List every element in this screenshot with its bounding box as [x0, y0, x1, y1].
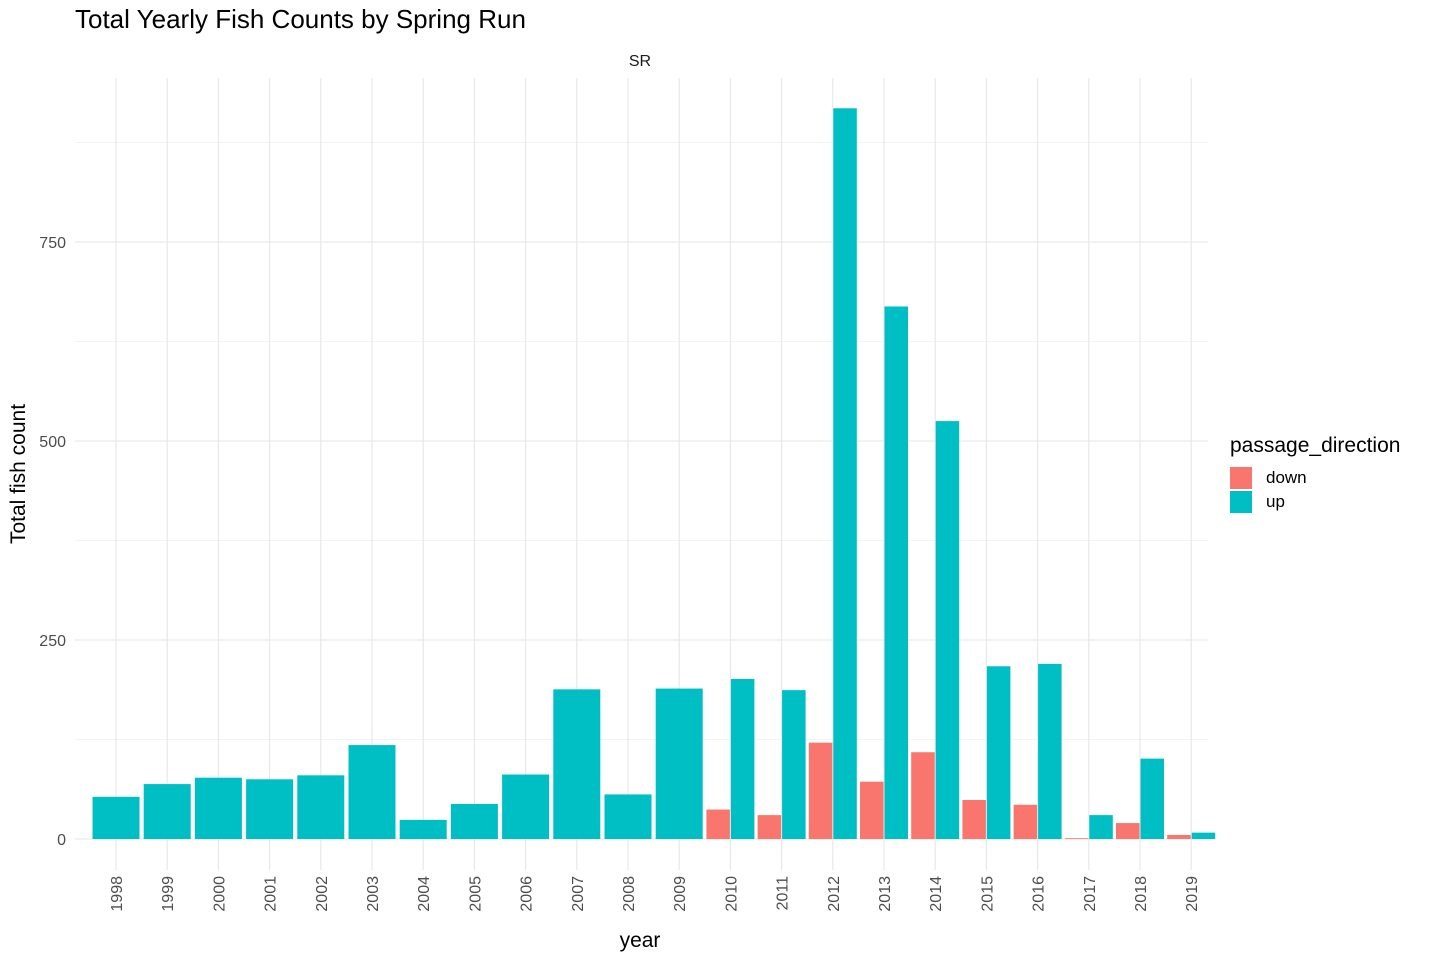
x-tick-label: 1999 — [160, 876, 177, 912]
bar-up — [502, 774, 550, 839]
legend-items: down up — [1230, 466, 1400, 514]
x-tick-label: 2016 — [1031, 876, 1048, 912]
bar-up — [399, 819, 447, 839]
bar-up — [935, 421, 960, 839]
bar-down — [1064, 838, 1089, 840]
bar-up — [297, 775, 345, 839]
x-tick-label: 2001 — [263, 876, 280, 912]
bar-down — [757, 815, 782, 839]
x-tick-label: 2019 — [1184, 876, 1201, 912]
bar-up — [92, 796, 140, 839]
x-tick-label: 2018 — [1133, 876, 1150, 912]
y-axis-title: Total fish count — [7, 404, 30, 544]
bar-up — [884, 306, 908, 839]
x-tick-label: 2011 — [775, 876, 792, 911]
legend: passage_direction down up — [1230, 434, 1400, 514]
bar-down — [808, 742, 833, 839]
bar-up — [194, 777, 242, 839]
bars-layer — [92, 108, 1216, 840]
x-tick-label: 2014 — [928, 876, 945, 912]
x-tick-label: 2004 — [416, 876, 433, 912]
chart-title: Total Yearly Fish Counts by Spring Run — [75, 4, 526, 34]
bar-up — [1089, 815, 1113, 839]
bar-up — [450, 803, 498, 839]
legend-item-down: down — [1230, 466, 1400, 490]
bar-up — [604, 794, 652, 839]
bar-up — [782, 690, 806, 839]
legend-label: up — [1266, 492, 1285, 511]
x-tick-label: 2005 — [467, 876, 484, 912]
x-tick-label: 2015 — [979, 876, 996, 912]
legend-title: passage_direction — [1230, 434, 1401, 457]
x-tick-label: 2009 — [672, 876, 689, 912]
bar-up — [730, 679, 755, 839]
bar-up — [143, 784, 191, 839]
legend-swatch — [1230, 491, 1252, 513]
x-tick-label: 2012 — [826, 876, 843, 912]
y-tick-label: 500 — [39, 434, 66, 451]
bar-up — [1191, 832, 1216, 839]
x-tick-label: 2006 — [519, 876, 536, 912]
bar-up — [1140, 758, 1164, 839]
legend-swatch — [1230, 467, 1252, 489]
bar-down — [1167, 835, 1191, 839]
x-tick-label: 2000 — [211, 876, 228, 912]
legend-label: down — [1266, 468, 1307, 487]
bar-down — [1013, 804, 1038, 839]
x-tick-label: 2002 — [314, 876, 331, 912]
bar-down — [1116, 823, 1140, 839]
bar-down — [962, 799, 986, 839]
bar-down — [860, 781, 884, 839]
facet-strip-label: SR — [629, 53, 651, 70]
bar-up — [986, 666, 1011, 839]
y-tick-label: 250 — [39, 633, 66, 650]
bar-up — [655, 688, 703, 839]
x-tick-label: 2013 — [877, 876, 894, 912]
bar-up — [553, 689, 601, 839]
bar-down — [911, 752, 935, 839]
axis-layer: 0 250 500 750 1998 1999 2000 2001 2002 2003 2004 20… — [39, 235, 1201, 912]
bar-down — [706, 809, 730, 839]
x-tick-label: 2010 — [723, 876, 740, 912]
x-tick-label: 2007 — [570, 876, 587, 912]
x-tick-label: 2008 — [621, 876, 638, 912]
y-tick-label: 0 — [57, 832, 66, 849]
grid-layer — [75, 78, 1208, 870]
x-axis-title: year — [620, 929, 661, 952]
x-tick-label: 1998 — [109, 876, 126, 912]
x-tick-label: 2003 — [365, 876, 382, 912]
legend-item-up: up — [1230, 490, 1400, 514]
bar-up — [246, 779, 294, 839]
bar-up — [348, 745, 396, 839]
y-tick-label: 750 — [39, 235, 66, 252]
bar-up — [1038, 663, 1062, 839]
x-tick-label: 2017 — [1082, 876, 1099, 912]
bar-up — [833, 108, 857, 840]
